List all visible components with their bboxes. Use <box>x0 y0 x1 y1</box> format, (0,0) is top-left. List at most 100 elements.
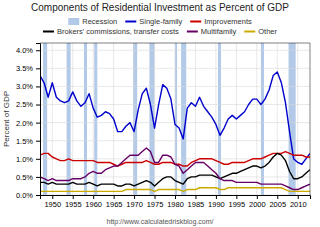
y-tick-mark <box>36 159 40 160</box>
legend-label: Brokers' commissions, transfer costs <box>57 27 179 36</box>
x-tick-label: 1975 <box>147 200 164 209</box>
y-tick-mark <box>36 141 40 142</box>
y-tick: 3.0% <box>16 82 40 91</box>
legend-item: Brokers' commissions, transfer costs <box>43 27 179 36</box>
grid-line-x <box>154 43 155 195</box>
grid-line-x <box>297 43 298 195</box>
legend-item: Recession <box>68 17 117 26</box>
x-tick-label: 1985 <box>188 200 205 209</box>
grid-line-x <box>195 43 196 195</box>
legend: Recession Single-family Improvements Broker… <box>43 17 278 36</box>
x-tick: 1970 <box>126 195 143 209</box>
y-tick: 2.0% <box>16 119 40 128</box>
y-tick-mark <box>36 105 40 106</box>
x-tick: 1980 <box>167 195 184 209</box>
plot-area <box>40 43 310 195</box>
y-tick-mark <box>36 123 40 124</box>
x-tick-label: 1955 <box>65 200 82 209</box>
y-tick: 1.5% <box>16 137 40 146</box>
x-tick-label: 1970 <box>126 200 143 209</box>
y-tick: 2.5% <box>16 100 40 109</box>
legend-swatch <box>244 31 255 33</box>
y-axis: 0.0% 0.5% 1.0% 1.5% 2.0% 2.5% 3.0% 3.5% 4.0% <box>16 44 41 200</box>
x-tick: 1995 <box>229 195 246 209</box>
y-tick: 0.0% <box>16 191 40 200</box>
x-tick: 1950 <box>44 195 61 209</box>
legend-label: Recession <box>82 17 117 26</box>
x-tick-label: 1990 <box>208 200 225 209</box>
legend-item: Single-family <box>125 17 182 26</box>
y-tick-label: 0.0% <box>16 191 33 200</box>
recession-band <box>43 43 47 195</box>
legend-label: Improvements <box>204 17 252 26</box>
legend-label: Single-family <box>139 17 182 26</box>
legend-label: Multifamily <box>201 27 237 36</box>
x-tick: 2005 <box>269 195 286 209</box>
x-tick-label: 2005 <box>269 200 286 209</box>
x-tick-label: 1950 <box>44 200 61 209</box>
y-tick-label: 1.5% <box>16 137 33 146</box>
x-tick-mark <box>236 195 237 199</box>
x-tick-label: 2000 <box>249 200 266 209</box>
y-tick: 4.0% <box>16 46 40 55</box>
recession-band <box>218 43 221 195</box>
grid-line-x <box>72 43 73 195</box>
grid-line-x <box>134 43 135 195</box>
legend-swatch <box>190 21 201 23</box>
x-axis: 1950 19551960 19651970 19751980 19851990 1995… <box>41 195 311 209</box>
y-tick: 1.0% <box>16 155 40 164</box>
y-tick-mark <box>36 50 40 51</box>
x-tick-mark <box>195 195 196 199</box>
grid-line-x <box>52 43 53 195</box>
x-tick: 1955 <box>65 195 82 209</box>
series-line <box>40 188 310 192</box>
y-tick-label: 2.0% <box>16 119 33 128</box>
y-tick-label: 2.5% <box>16 100 33 109</box>
y-tick-mark <box>36 195 40 196</box>
x-tick-mark <box>257 195 258 199</box>
recessions <box>43 43 296 195</box>
chart: Components of Residential Investment as … <box>0 0 320 227</box>
y-tick-mark <box>36 86 40 87</box>
x-tick: 1960 <box>85 195 102 209</box>
x-tick: 2000 <box>249 195 266 209</box>
y-tick: 0.5% <box>16 173 40 182</box>
y-tick: 3.5% <box>16 64 40 73</box>
x-tick-mark <box>114 195 115 199</box>
recession-band <box>67 43 71 195</box>
legend-swatch <box>125 21 136 23</box>
x-tick: 1965 <box>106 195 123 209</box>
series-line <box>40 148 310 190</box>
series-line <box>40 153 310 186</box>
recession-band <box>175 43 177 195</box>
x-tick: 1985 <box>188 195 205 209</box>
legend-swatch <box>43 31 54 33</box>
x-tick-mark <box>93 195 94 199</box>
x-tick-mark <box>175 195 176 199</box>
y-axis-line <box>36 44 41 196</box>
grid-line-x <box>256 43 257 195</box>
x-tick-mark <box>52 195 53 199</box>
x-tick-label: 1965 <box>106 200 123 209</box>
y-tick-label: 3.5% <box>16 64 33 73</box>
recession-band <box>84 43 87 195</box>
x-tick-mark <box>155 195 156 199</box>
legend-item: Improvements <box>190 17 252 26</box>
recession-band <box>261 43 264 195</box>
y-tick-label: 1.0% <box>16 155 33 164</box>
y-tick-mark <box>36 68 40 69</box>
series-line <box>40 72 310 164</box>
title: Components of Residential Investment as … <box>31 2 289 13</box>
plot-frame <box>40 43 310 195</box>
x-tick-mark <box>277 195 278 199</box>
x-axis-line <box>41 196 311 200</box>
legend-swatch <box>187 31 198 33</box>
grid <box>40 43 310 195</box>
y-tick-label: 0.5% <box>16 173 33 182</box>
x-tick-label: 2010 <box>290 200 307 209</box>
y-tick-mark <box>36 177 40 178</box>
x-tick-mark <box>298 195 299 199</box>
x-tick-label: 1980 <box>167 200 184 209</box>
x-tick: 1990 <box>208 195 225 209</box>
x-tick-label: 1995 <box>229 200 246 209</box>
